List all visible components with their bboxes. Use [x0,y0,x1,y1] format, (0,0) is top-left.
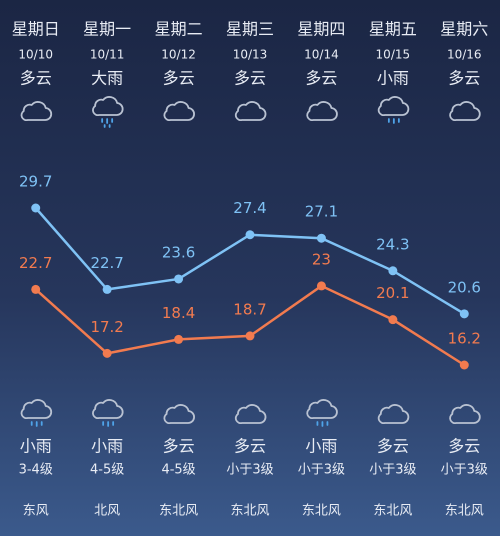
temperature-label: 17.2 [90,318,123,336]
night-weather: 小雨 [305,437,337,456]
night-weather: 多云 [377,437,409,456]
weekday: 星期二 [155,20,203,39]
wind-direction: 东北风 [159,504,198,519]
wind-direction: 东北风 [445,504,484,519]
wind-level: 4-5级 [161,463,195,478]
temperature-label: 27.1 [305,203,338,221]
temperature-point [245,230,255,240]
wind-level: 小于3级 [298,463,345,478]
day-weather: 多云 [20,69,52,88]
date: 10/13 [233,48,268,62]
wind-direction: 东风 [23,504,49,519]
wind-level: 4-5级 [90,463,124,478]
weekday: 星期日 [12,20,60,39]
weekday: 星期一 [83,20,131,39]
wind-level: 小于3级 [226,463,273,478]
temperature-point [459,360,469,370]
wind-level: 3-4级 [19,463,53,478]
temperature-label: 23.6 [162,243,195,261]
date: 10/16 [447,48,482,62]
weekday: 星期四 [297,20,345,39]
night-weather: 多云 [448,437,480,456]
temperature-point [174,334,184,344]
wind-direction: 东北风 [302,504,341,519]
temperature-label: 22.7 [90,254,123,272]
wind-direction: 北风 [94,504,120,519]
date: 10/14 [304,48,339,62]
night-weather: 小雨 [91,437,123,456]
night-weather: 多云 [234,437,266,456]
wind-level: 小于3级 [441,463,488,478]
date: 10/12 [161,48,196,62]
temperature-point [31,203,41,213]
temperature-label: 18.4 [162,304,195,322]
temperature-label: 20.1 [376,284,409,302]
temperature-label: 24.3 [376,235,409,253]
temperature-point [388,315,398,325]
temperature-label: 27.4 [233,199,266,217]
day-weather: 多云 [448,69,480,88]
wind-direction: 东北风 [373,504,412,519]
date: 10/10 [18,48,53,62]
day-weather: 多云 [163,69,195,88]
temperature-point [316,281,326,291]
temperature-point [459,309,469,319]
temperature-point [102,284,112,294]
temperature-label: 22.7 [19,254,52,272]
temperature-point [174,274,184,284]
temperature-label: 20.6 [448,278,481,296]
temperature-point [102,348,112,358]
temperature-point [245,331,255,341]
temperature-point [31,284,41,294]
temperature-label: 16.2 [448,330,481,348]
date: 10/15 [376,48,411,62]
temperature-label: 18.7 [233,300,266,318]
day-weather: 小雨 [377,69,409,88]
temperature-label: 23 [312,250,331,268]
date: 10/11 [90,48,125,62]
night-weather: 多云 [163,437,195,456]
day-weather: 多云 [305,69,337,88]
wind-level: 小于3级 [369,463,416,478]
wind-direction: 东北风 [230,504,269,519]
day-weather: 大雨 [91,69,123,88]
temperature-point [316,233,326,243]
day-weather: 多云 [234,69,266,88]
weekday: 星期五 [369,20,417,39]
temperature-point [388,266,398,276]
weekday: 星期三 [226,20,274,39]
night-weather: 小雨 [20,437,52,456]
weekday: 星期六 [440,20,488,39]
temperature-label: 29.7 [19,173,52,191]
